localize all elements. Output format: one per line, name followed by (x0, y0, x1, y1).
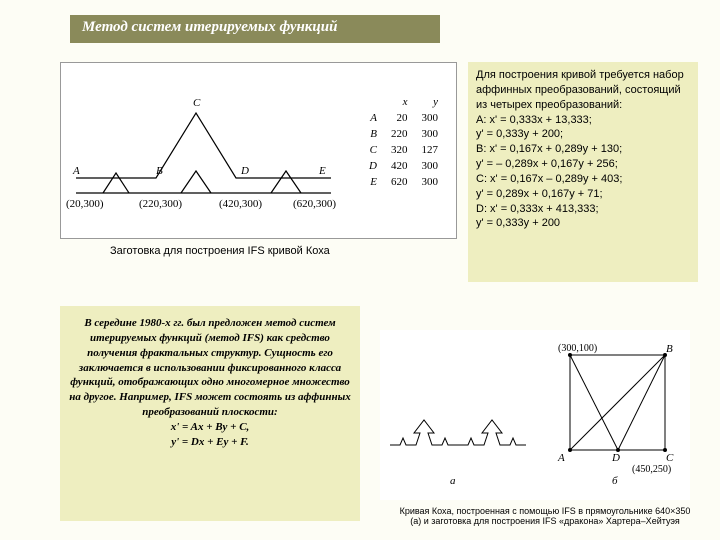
coord-3: (420,300) (219, 198, 262, 210)
rt-line: A: x' = 0,333x + 13,333; (476, 113, 690, 128)
top-caption: Заготовка для построения IFS кривой Коха (110, 245, 330, 257)
table-row: x y (363, 95, 444, 109)
label-A: A (73, 165, 80, 177)
label-E: E (319, 165, 326, 177)
slide-title: Метод систем итерируемых функций (70, 15, 440, 43)
table-row: C320127 (363, 143, 444, 157)
table-row: E620300 (363, 175, 444, 189)
rt-line: C: x' = 0,167x – 0,289y + 403; (476, 172, 690, 187)
label-B: B (156, 165, 163, 177)
bf-A: A (558, 452, 565, 464)
bf-C: C (666, 452, 673, 464)
lt-eq2: y' = Dx + Ey + F. (68, 435, 352, 450)
rt-intro: Для построения кривой требуется набор аф… (476, 68, 690, 113)
bottom-caption: Кривая Коха, построенная с помощью IFS в… (395, 506, 695, 526)
bf-sub-a: а (450, 475, 456, 487)
ifs-description-box: В середине 1980-х гг. был предложен мето… (60, 306, 360, 521)
rt-line: D: x' = 0,333x + 413,333; (476, 202, 690, 217)
rt-line: B: x' = 0,167x + 0,289y + 130; (476, 142, 690, 157)
rt-line: y' = – 0,289x + 0,167y + 256; (476, 157, 690, 172)
top-figure: A B C D E (20,300) (220,300) (420,300) (… (60, 62, 457, 239)
lt-eq1: x' = Ax + By + C, (68, 420, 352, 435)
bf-B: B (666, 343, 673, 355)
rt-line: y' = 0,289x + 0,167y + 71; (476, 187, 690, 202)
bottom-figure: (300,100) B A D C (450,250) а б (380, 330, 690, 500)
lt-para: В середине 1980-х гг. был предложен мето… (68, 316, 352, 420)
points-table: x y A20300 B220300 C320127 D420300 E6203… (361, 93, 446, 191)
coord-4: (620,300) (293, 198, 336, 210)
coord-1: (20,300) (66, 198, 104, 210)
rt-line: y' = 0,333y + 200; (476, 127, 690, 142)
coord-2: (220,300) (139, 198, 182, 210)
table-row: D420300 (363, 159, 444, 173)
table-row: B220300 (363, 127, 444, 141)
transformations-box: Для построения кривой требуется набор аф… (468, 62, 698, 282)
bf-coord-br: (450,250) (632, 464, 671, 475)
table-row: A20300 (363, 111, 444, 125)
label-D: D (241, 165, 249, 177)
bf-coord-tl: (300,100) (558, 343, 597, 354)
bf-sub-b: б (612, 475, 618, 487)
bf-D: D (612, 452, 620, 464)
label-C: C (193, 97, 200, 109)
rt-line: y' = 0,333y + 200 (476, 216, 690, 231)
